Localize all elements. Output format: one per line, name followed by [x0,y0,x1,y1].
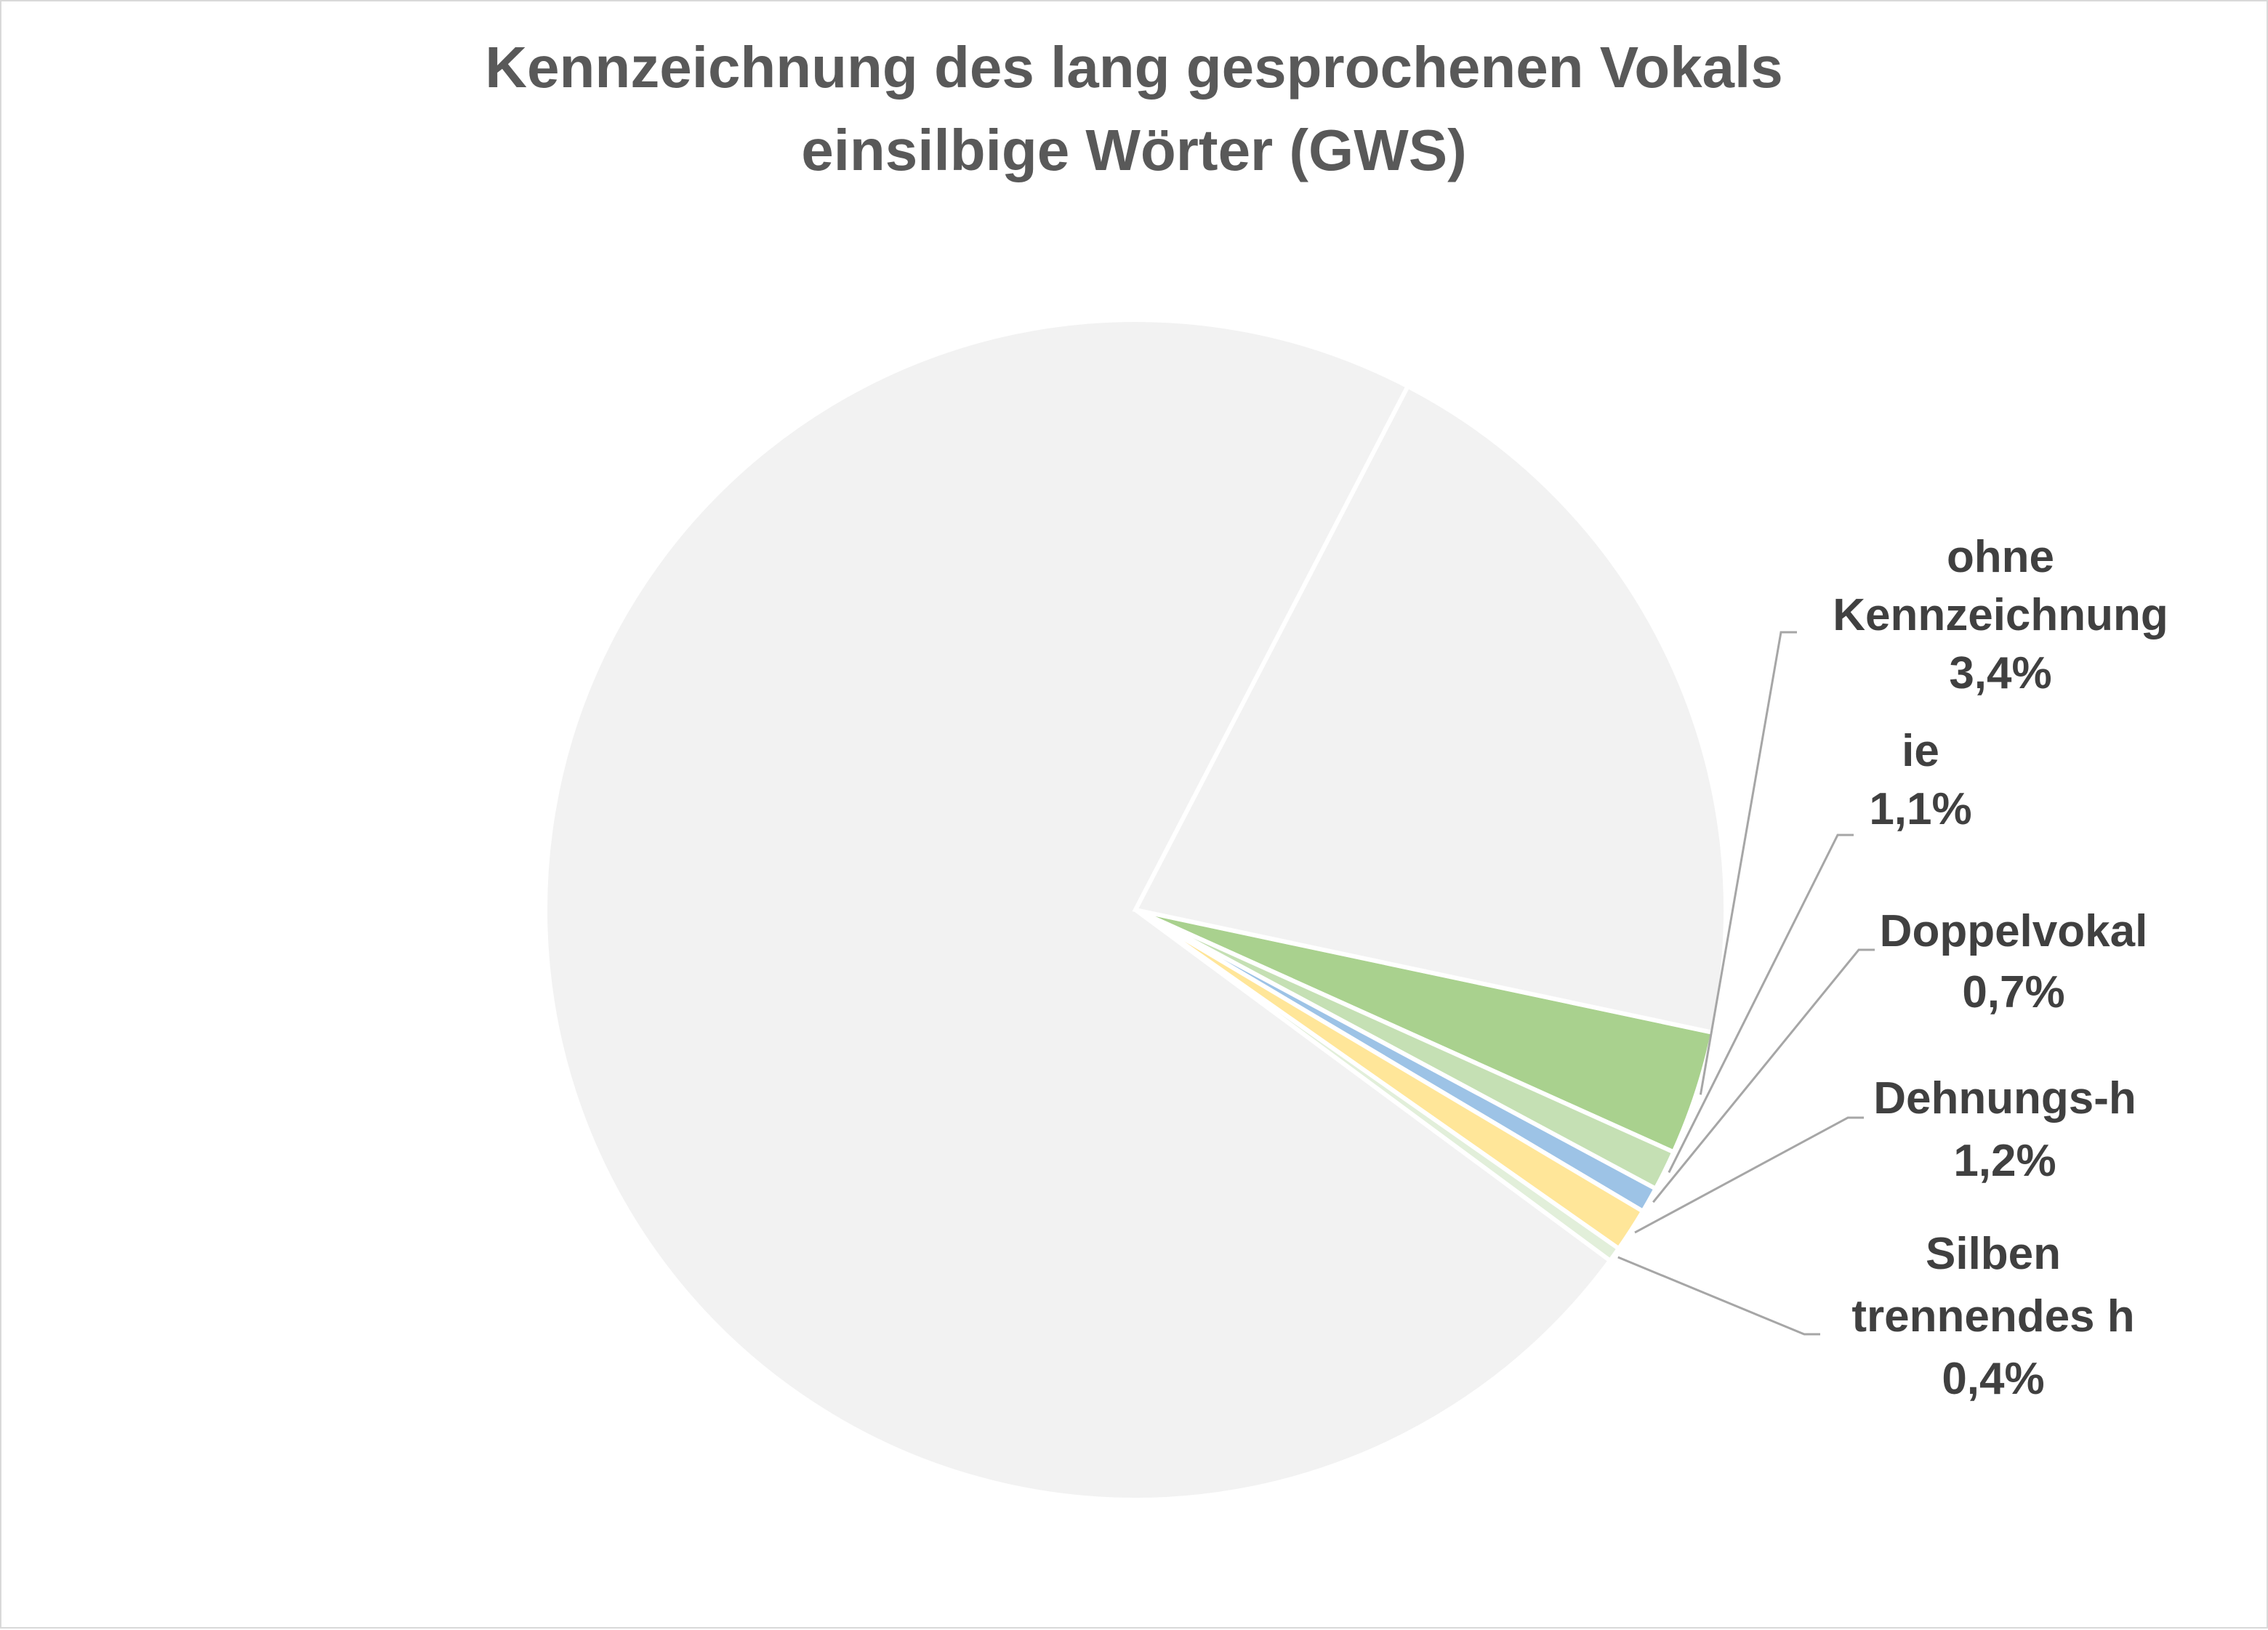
slice-label-4: Silben trennendes h 0,4% [1851,1229,2134,1404]
chart-title: Kennzeichnung des lang gesprochenen Voka… [485,35,1783,182]
slice-name-label: Doppelvokal [1880,906,2148,956]
slice-name-label: Silben [1926,1229,2061,1279]
slice-name-label: Dehnungs-h [1873,1073,2136,1123]
slice-name-label: ohne [1947,532,2054,582]
slice-name-label: trennendes h [1851,1291,2134,1341]
leader-line-1 [1668,834,1854,1174]
pie-slices [543,318,1728,1503]
leader-line-0 [1699,631,1797,1095]
pie-slice-5 [543,318,1614,1503]
slice-label-3: Dehnungs-h 1,2% [1873,1073,2136,1186]
slice-label-0: ohne Kennzeichnung 3,4% [1833,532,2168,698]
slice-name-label: ie [1902,726,1939,776]
slice-name-label: Kennzeichnung [1833,590,2168,640]
slice-value-label: 1,2% [1953,1136,2056,1186]
leader-line-4 [1617,1256,1820,1336]
leader-line-3 [1634,1116,1864,1234]
leader-lines [1617,631,1875,1336]
slice-labels: ohne Kennzeichnung 3,4%ie 1,1% Doppelvokal 0,… [1833,532,2168,1404]
slice-value-label: 3,4% [1949,648,2051,698]
slice-value-label: 1,1% [1869,784,1971,834]
slice-label-2: Doppelvokal 0,7% [1880,906,2148,1017]
slice-value-label: 0,4% [1942,1354,2044,1404]
chart-title-line-1: Kennzeichnung des lang gesprochenen Voka… [485,35,1783,100]
leader-line-2 [1652,948,1875,1203]
pie-slice-6 [1132,383,1728,1036]
chart-title-line-2: einsilbige Wörter (GWS) [801,118,1467,182]
slice-value-label: 0,7% [1962,967,2064,1017]
slice-label-1: ie 1,1% [1869,726,1971,834]
